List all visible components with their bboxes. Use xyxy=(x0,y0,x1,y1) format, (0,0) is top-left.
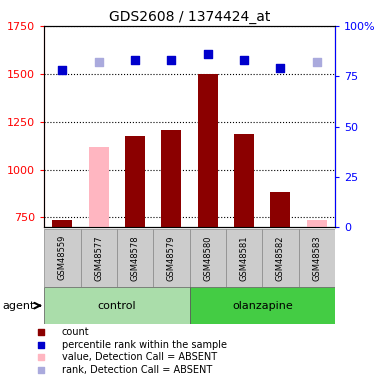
Point xyxy=(96,59,102,65)
Text: GSM48583: GSM48583 xyxy=(312,235,321,280)
Text: GSM48582: GSM48582 xyxy=(276,235,285,280)
Text: agent: agent xyxy=(2,302,34,311)
Bar xyxy=(262,229,299,287)
Bar xyxy=(190,287,335,324)
Text: rank, Detection Call = ABSENT: rank, Detection Call = ABSENT xyxy=(62,365,212,375)
Bar xyxy=(44,229,80,287)
Bar xyxy=(44,287,190,324)
Text: GSM48579: GSM48579 xyxy=(167,235,176,280)
Bar xyxy=(89,147,109,227)
Text: GSM48577: GSM48577 xyxy=(94,235,103,280)
Point xyxy=(168,57,174,63)
Text: count: count xyxy=(62,327,90,337)
Point xyxy=(132,57,138,63)
Bar xyxy=(234,134,254,227)
Text: percentile rank within the sample: percentile rank within the sample xyxy=(62,340,227,350)
Point xyxy=(59,68,65,74)
Bar xyxy=(52,220,72,227)
Text: GSM48580: GSM48580 xyxy=(203,235,212,280)
Bar xyxy=(117,229,153,287)
Point xyxy=(241,57,247,63)
Text: control: control xyxy=(98,301,136,310)
Bar xyxy=(198,74,218,227)
Bar xyxy=(161,130,181,227)
Title: GDS2608 / 1374424_at: GDS2608 / 1374424_at xyxy=(109,10,270,24)
Bar xyxy=(299,229,335,287)
Bar xyxy=(80,229,117,287)
Bar xyxy=(270,192,290,227)
Point xyxy=(295,303,301,309)
Text: GSM48578: GSM48578 xyxy=(131,235,140,280)
Point xyxy=(295,188,301,194)
Text: value, Detection Call = ABSENT: value, Detection Call = ABSENT xyxy=(62,352,217,363)
Point xyxy=(295,73,301,79)
Bar xyxy=(125,136,145,227)
Point xyxy=(314,59,320,65)
Text: GSM48559: GSM48559 xyxy=(58,235,67,280)
Text: GSM48581: GSM48581 xyxy=(239,235,249,280)
Point xyxy=(277,65,283,71)
Bar xyxy=(226,229,262,287)
Bar xyxy=(153,229,189,287)
Text: olanzapine: olanzapine xyxy=(232,301,293,310)
Point xyxy=(205,51,211,57)
Bar xyxy=(307,220,327,227)
Bar xyxy=(190,229,226,287)
